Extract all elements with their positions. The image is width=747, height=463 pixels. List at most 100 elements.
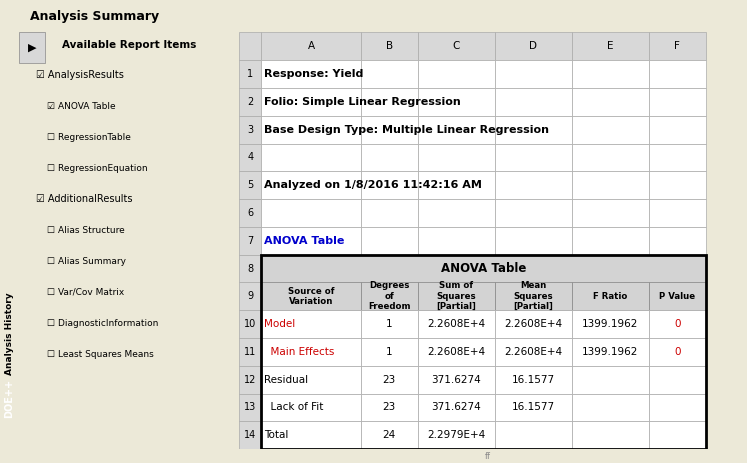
Bar: [261, 255, 361, 282]
Bar: [572, 88, 649, 116]
Bar: [649, 227, 706, 255]
Bar: [261, 255, 706, 449]
Text: 0: 0: [675, 319, 681, 329]
Text: Response: Yield: Response: Yield: [264, 69, 363, 79]
Bar: [418, 144, 495, 171]
Bar: [572, 366, 649, 394]
Bar: [361, 421, 418, 449]
Bar: [239, 88, 261, 116]
Bar: [361, 171, 418, 199]
Text: Lack of Fit: Lack of Fit: [264, 402, 323, 413]
Bar: [261, 171, 361, 199]
Bar: [361, 394, 418, 421]
Bar: [239, 199, 261, 227]
Bar: [239, 282, 261, 310]
Bar: [572, 116, 649, 144]
Bar: [418, 310, 495, 338]
Text: ANOVA Table: ANOVA Table: [441, 262, 527, 275]
Bar: [418, 199, 495, 227]
Bar: [239, 144, 261, 171]
Bar: [261, 366, 361, 394]
Bar: [239, 255, 261, 282]
Bar: [418, 171, 495, 199]
Bar: [572, 394, 649, 421]
Bar: [572, 366, 649, 394]
Bar: [261, 227, 361, 255]
Bar: [261, 421, 361, 449]
Bar: [261, 366, 361, 394]
Bar: [572, 60, 649, 88]
Text: ANOVA Table: ANOVA Table: [264, 236, 344, 246]
Text: 9: 9: [247, 291, 253, 301]
Bar: [495, 32, 572, 60]
Bar: [495, 366, 572, 394]
Bar: [261, 255, 706, 282]
Text: 2.2608E+4: 2.2608E+4: [427, 347, 486, 357]
Text: DOE++: DOE++: [4, 379, 14, 418]
Bar: [649, 366, 706, 394]
Bar: [361, 310, 418, 338]
Bar: [418, 366, 495, 394]
Text: 23: 23: [382, 375, 396, 385]
Text: A: A: [308, 41, 314, 51]
Bar: [418, 421, 495, 449]
Text: P Value: P Value: [660, 292, 695, 301]
Text: 1: 1: [247, 69, 253, 79]
Text: C: C: [453, 41, 460, 51]
Bar: [649, 171, 706, 199]
Bar: [649, 199, 706, 227]
Bar: [495, 199, 572, 227]
Text: Base Design Type: Multiple Linear Regression: Base Design Type: Multiple Linear Regres…: [264, 125, 549, 135]
Bar: [361, 255, 418, 282]
Text: Model: Model: [264, 319, 296, 329]
Text: D: D: [530, 41, 537, 51]
Bar: [239, 171, 261, 199]
Bar: [418, 282, 495, 310]
Bar: [649, 421, 706, 449]
Bar: [649, 338, 706, 366]
Bar: [572, 282, 649, 310]
Bar: [361, 144, 418, 171]
Bar: [261, 144, 361, 171]
Bar: [495, 310, 572, 338]
Bar: [572, 310, 649, 338]
Bar: [261, 282, 361, 310]
Bar: [572, 310, 649, 338]
Bar: [495, 60, 572, 88]
Text: F Ratio: F Ratio: [593, 292, 627, 301]
Text: 1399.1962: 1399.1962: [582, 347, 639, 357]
Text: 1: 1: [386, 319, 393, 329]
Text: 13: 13: [244, 402, 256, 413]
Bar: [495, 144, 572, 171]
Bar: [261, 88, 361, 116]
Text: 12: 12: [244, 375, 256, 385]
Text: ☑ ANOVA Table: ☑ ANOVA Table: [47, 102, 116, 111]
Bar: [495, 116, 572, 144]
Bar: [649, 394, 706, 421]
Bar: [418, 255, 495, 282]
Text: B: B: [385, 41, 393, 51]
Bar: [495, 366, 572, 394]
Bar: [261, 310, 361, 338]
Text: Mean
Squares
[Partial]: Mean Squares [Partial]: [513, 282, 554, 311]
Bar: [361, 366, 418, 394]
Bar: [495, 282, 572, 310]
Bar: [649, 116, 706, 144]
Bar: [649, 282, 706, 310]
Text: ☐ Least Squares Means: ☐ Least Squares Means: [47, 350, 154, 359]
Text: 1: 1: [386, 347, 393, 357]
Text: 2.2608E+4: 2.2608E+4: [504, 319, 562, 329]
Text: ☐ DiagnosticInformation: ☐ DiagnosticInformation: [47, 319, 158, 328]
Bar: [572, 227, 649, 255]
Text: ☐ Var/Cov Matrix: ☐ Var/Cov Matrix: [47, 288, 125, 297]
Text: 371.6274: 371.6274: [432, 375, 481, 385]
Text: Residual: Residual: [264, 375, 309, 385]
Text: 10: 10: [244, 319, 256, 329]
Text: 3: 3: [247, 125, 253, 135]
Text: ☐ Alias Summary: ☐ Alias Summary: [47, 257, 126, 266]
Text: 23: 23: [382, 402, 396, 413]
Bar: [261, 116, 361, 144]
Bar: [572, 171, 649, 199]
Bar: [572, 32, 649, 60]
Bar: [418, 394, 495, 421]
